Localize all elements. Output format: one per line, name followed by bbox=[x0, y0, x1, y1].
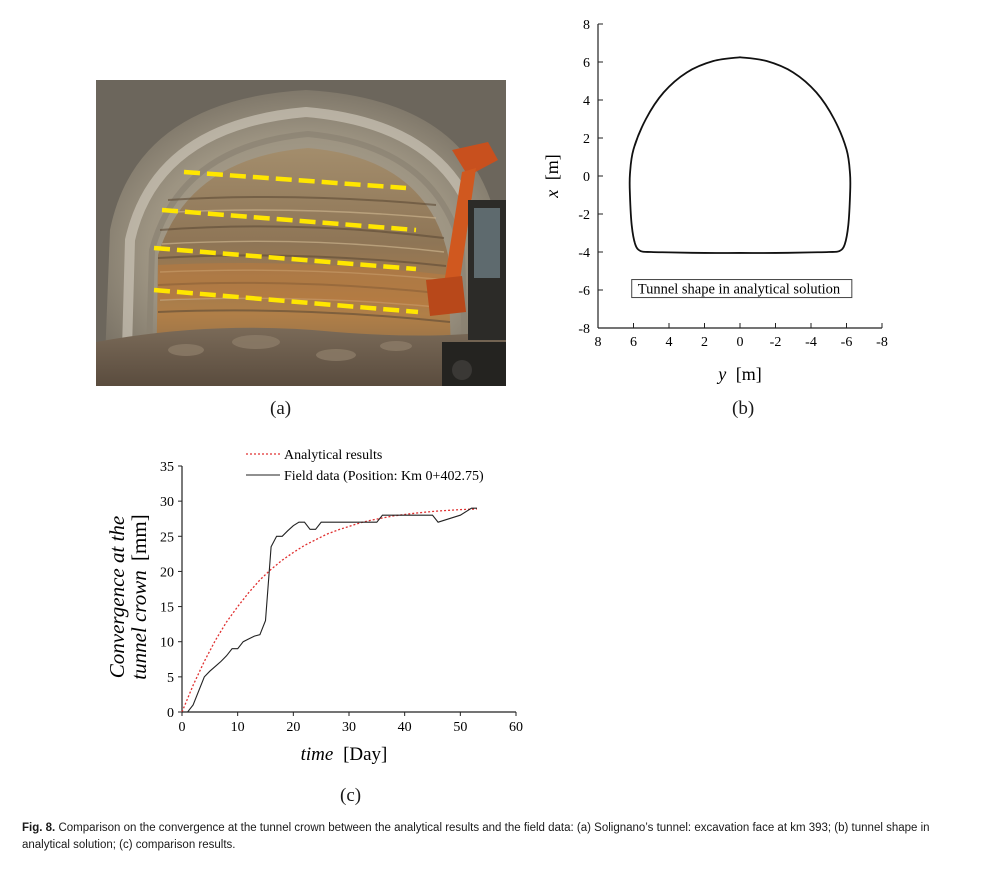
y-axis-var: x bbox=[542, 190, 562, 199]
figure-caption-label: Fig. 8. bbox=[22, 822, 56, 834]
legend-field-data-label: Field data (Position: Km 0+402.75) bbox=[284, 469, 484, 484]
y-tick-label: 10 bbox=[160, 636, 174, 651]
y-tick-label: -2 bbox=[578, 208, 590, 223]
y-axis-label-line1: Convergence at the bbox=[105, 516, 129, 679]
y-tick-label: 2 bbox=[583, 132, 590, 147]
x-tick-label: 10 bbox=[231, 720, 245, 735]
chart-legend: Analytical results Field data (Position:… bbox=[246, 448, 484, 484]
x-tick-label: -2 bbox=[770, 335, 782, 350]
y-axis-label-line2: tunnel crown [mm] bbox=[127, 514, 151, 679]
x-axis-unit: [m] bbox=[736, 364, 762, 384]
panel-label-b: (b) bbox=[732, 398, 755, 419]
tunnel-face-photo bbox=[96, 80, 506, 386]
tunnel-shape-annotation: Tunnel shape in analytical solution bbox=[638, 282, 841, 298]
y-tick-label: 20 bbox=[160, 565, 174, 580]
x-tick-label: 2 bbox=[701, 335, 708, 350]
y-tick-label: 4 bbox=[583, 94, 590, 109]
y-axis-label-line2-unit: [mm] bbox=[127, 514, 151, 561]
y-tick-label: -8 bbox=[578, 322, 590, 337]
y-axis-label-line2-var: tunnel crown bbox=[127, 570, 151, 679]
panel-label-c: (c) bbox=[340, 785, 362, 806]
convergence-axes: 0 5 10 15 20 25 30 35 0 10 20 30 40 50 60 bbox=[160, 460, 523, 735]
tunnel-shape-axes: 8 6 4 2 0 -2 -4 -6 -8 8 6 4 2 0 -2 -4 -6 -8 bbox=[578, 18, 888, 350]
time-axis-unit: [Day] bbox=[343, 744, 387, 765]
tunnel-shape-annotation-box: Tunnel shape in analytical solution bbox=[631, 279, 853, 299]
y-tick-label: 25 bbox=[160, 530, 174, 545]
x-tick-label: 20 bbox=[286, 720, 300, 735]
y-tick-label: 15 bbox=[160, 601, 174, 616]
x-tick-label: -6 bbox=[841, 335, 853, 350]
tunnel-shape-chart: 8 6 4 2 0 -2 -4 -6 -8 8 6 4 2 0 -2 -4 -6 -8 Tunnel shape … bbox=[542, 18, 888, 384]
x-tick-label: -8 bbox=[876, 335, 888, 350]
x-tick-label: 6 bbox=[630, 335, 637, 350]
excavator-graphic bbox=[426, 142, 506, 386]
y-tick-label: 30 bbox=[160, 495, 174, 510]
convergence-x-axis-label: time [Day] bbox=[301, 744, 388, 765]
tunnel-shape-curve bbox=[628, 56, 852, 254]
series-analytical-line bbox=[181, 508, 478, 713]
convergence-y-axis-label: Convergence at the tunnel crown [mm] bbox=[105, 514, 151, 679]
convergence-chart: 0 5 10 15 20 25 30 35 0 10 20 30 40 50 60 Analytical r… bbox=[105, 448, 523, 765]
y-tick-label: -4 bbox=[578, 246, 590, 261]
x-tick-label: 50 bbox=[453, 720, 467, 735]
panel-label-a: (a) bbox=[270, 398, 292, 419]
y-tick-label: 8 bbox=[583, 18, 590, 33]
x-tick-label: 0 bbox=[179, 720, 186, 735]
x-tick-label: 8 bbox=[595, 335, 602, 350]
x-tick-label: 30 bbox=[342, 720, 356, 735]
figure-caption: Fig. 8. Comparison on the convergence at… bbox=[22, 820, 962, 854]
series-field-data-line bbox=[182, 507, 477, 713]
x-tick-label: 60 bbox=[509, 720, 523, 735]
y-tick-label: 6 bbox=[583, 56, 590, 71]
tunnel-face-image bbox=[96, 80, 506, 386]
tunnel-shape-y-axis-label: x [m] bbox=[542, 154, 562, 199]
y-tick-label: 5 bbox=[167, 671, 174, 686]
figure-caption-text: Comparison on the convergence at the tun… bbox=[22, 822, 930, 851]
legend-analytical-label: Analytical results bbox=[284, 448, 382, 463]
x-tick-label: 4 bbox=[666, 335, 673, 350]
x-tick-label: -4 bbox=[805, 335, 817, 350]
x-tick-label: 40 bbox=[398, 720, 412, 735]
y-axis-unit: [m] bbox=[542, 154, 562, 180]
y-tick-label: 0 bbox=[167, 706, 174, 721]
y-tick-label: 0 bbox=[583, 170, 590, 185]
y-tick-label: -6 bbox=[578, 284, 590, 299]
y-tick-label: 35 bbox=[160, 460, 174, 475]
bedding-plane-markers bbox=[153, 169, 419, 315]
time-axis-var: time bbox=[301, 744, 334, 765]
x-tick-label: 0 bbox=[737, 335, 744, 350]
x-axis-var: y bbox=[716, 364, 726, 384]
tunnel-shape-x-axis-label: y [m] bbox=[716, 364, 762, 384]
